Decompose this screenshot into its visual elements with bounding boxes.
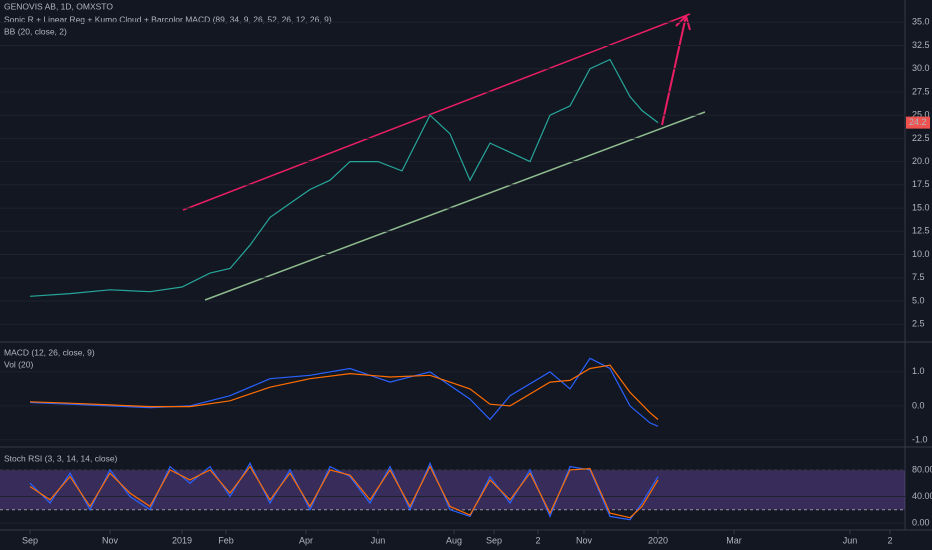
x-tick-label: Jun [371,535,386,545]
y-tick-label: 7.5 [912,272,925,282]
y-tick-label: 40.00 [912,491,932,501]
y-tick-label: 10.0 [912,249,930,259]
x-tick-label: 2 [887,535,892,545]
y-tick-label: 2.5 [912,319,925,329]
y-tick-label: 22.5 [912,133,930,143]
y-tick-label: 5.0 [912,295,925,305]
x-tick-label: Aug [446,535,462,545]
bb-title: BB (20, close, 2) [4,26,67,36]
x-tick-label: 2020 [648,535,668,545]
projection-arrow [661,15,687,126]
x-tick-label: Jun [843,535,858,545]
vol-title: Vol (20) [4,359,33,369]
x-tick-label: Mar [726,535,742,545]
series-line [29,465,659,519]
y-tick-label: 80.00 [912,464,932,474]
x-tick-label: Nov [102,535,119,545]
y-tick-label: 15.0 [912,202,930,212]
y-tick-label: -1.0 [912,434,928,444]
y-tick-label: 17.5 [912,179,930,189]
x-tick-label: Feb [218,535,234,545]
macd-title: MACD (12, 26, close, 9) [4,347,95,357]
y-tick-label: 27.5 [912,86,930,96]
lower-trend-line [204,111,706,301]
x-tick-label: Apr [299,535,313,545]
y-tick-label: 0.0 [912,400,925,410]
y-tick-label: 30.0 [912,63,930,73]
y-tick-label: 25.0 [912,110,930,120]
last-price-label: 24.2 [909,117,927,127]
x-tick-label: Nov [576,535,593,545]
price-line [29,58,659,297]
y-tick-label: 32.5 [912,40,930,50]
series-line [29,364,659,420]
x-tick-label: 2019 [172,535,192,545]
last-price-badge [906,116,930,129]
study-title: Sonic R + Linear Reg + Kumo Cloud + Barc… [4,14,332,24]
x-tick-label: Sep [486,535,502,545]
y-tick-label: 0.00 [912,517,930,527]
symbol-title: GENOVIS AB, 1D, OMXSTO [4,1,113,11]
stoch-title: Stoch RSI (3, 3, 14, 14, close) [4,453,118,463]
upper-trend-line [182,13,691,211]
y-tick-label: 20.0 [912,156,930,166]
y-tick-label: 35.0 [912,17,930,27]
x-tick-label: 2 [535,535,540,545]
y-tick-label: 12.5 [912,226,930,236]
stoch-band [0,469,905,510]
y-tick-label: 1.0 [912,366,925,376]
x-tick-label: Sep [22,535,38,545]
